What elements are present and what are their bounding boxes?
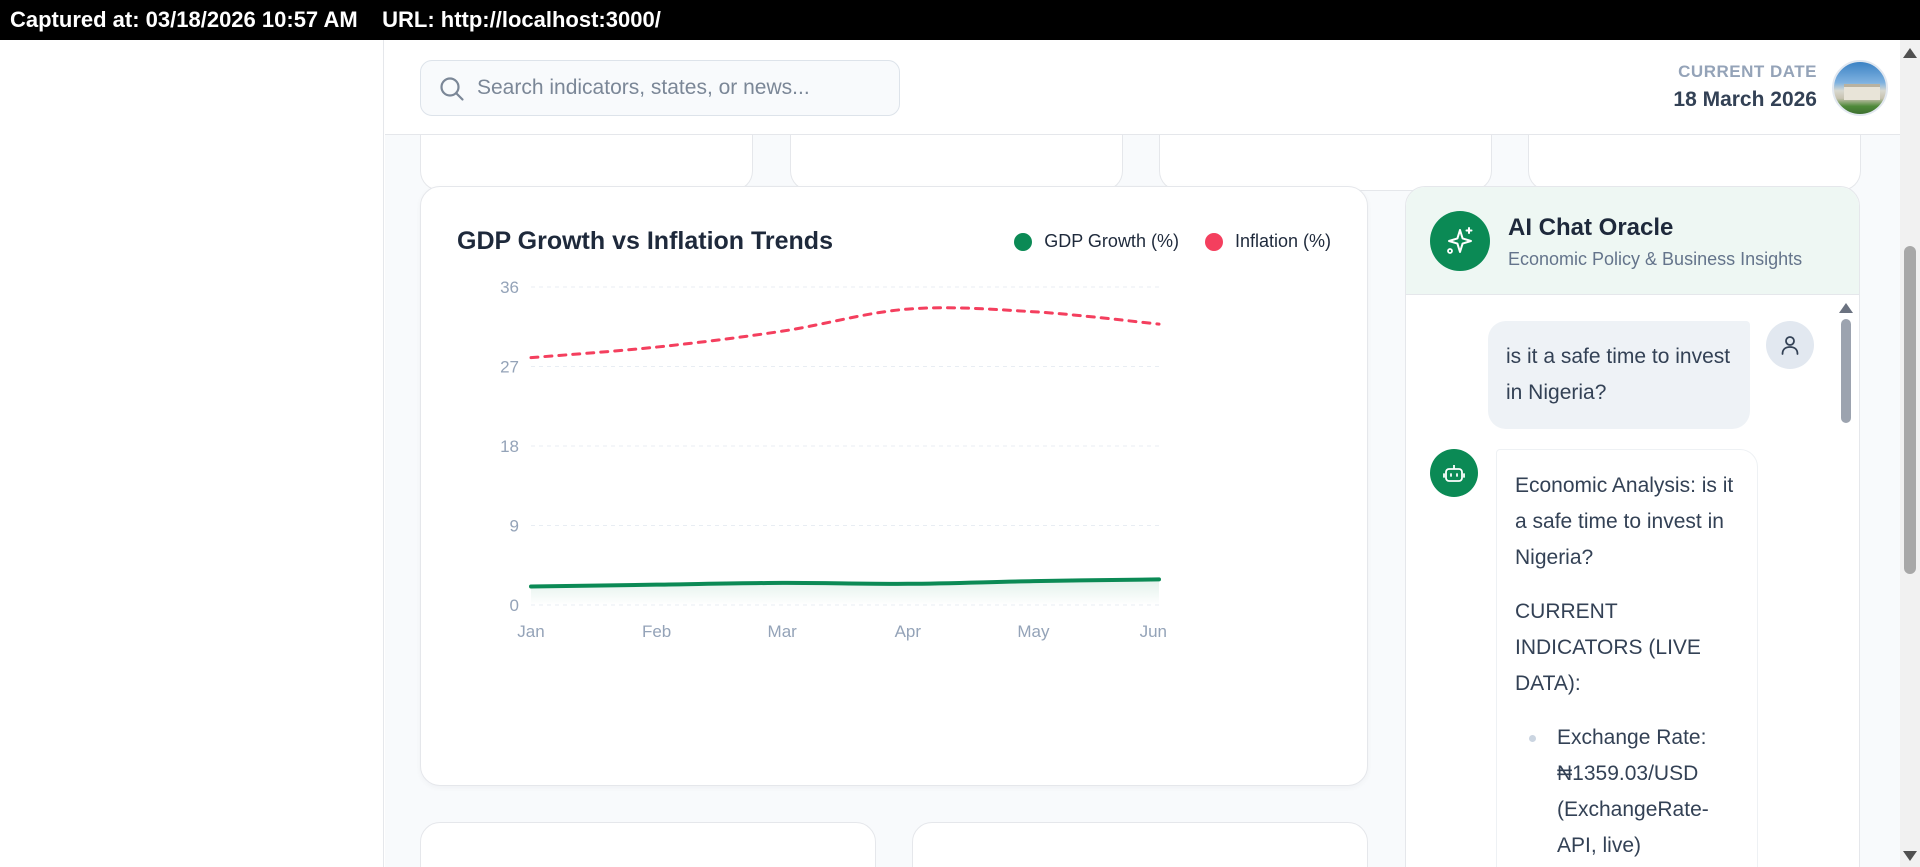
main-content: CURRENT DATE 18 March 2026 GDP Growth vs… [385, 40, 1900, 867]
legend-label-gdp: GDP Growth (%) [1044, 231, 1179, 251]
user-icon [1781, 336, 1799, 355]
capture-info-bar: Captured at: 03/18/2026 10:57 AM URL: ht… [0, 0, 1920, 40]
line-chart: 0 9 18 27 36 Jan Feb Mar Apr May Jun [500, 278, 1167, 641]
lower-card-partial [420, 822, 876, 867]
page-scrollbar[interactable] [1900, 40, 1920, 867]
legend-label-inflation: Inflation (%) [1234, 231, 1331, 251]
bot-message-heading: Economic Analysis: is it a safe time to … [1515, 474, 1734, 569]
search-box[interactable] [420, 60, 900, 116]
chat-title: AI Chat Oracle [1508, 214, 1674, 241]
x-tick-label: Apr [895, 622, 922, 641]
bot-avatar [1430, 449, 1478, 497]
y-tick-label: 18 [500, 437, 519, 456]
chart-legend: GDP Growth (%) Inflation (%) [988, 231, 1331, 252]
top-header: CURRENT DATE 18 March 2026 [385, 40, 1900, 135]
stat-card-partial [1159, 135, 1492, 191]
x-tick-label: May [1017, 622, 1050, 641]
page-scrollbar-thumb[interactable] [1904, 246, 1916, 574]
sidebar-area [0, 40, 384, 867]
lower-card-partial [912, 822, 1368, 867]
avatar-image [1844, 84, 1880, 100]
scroll-up-arrow-icon[interactable] [1839, 303, 1853, 313]
chart-title: GDP Growth vs Inflation Trends [457, 227, 833, 255]
chat-messages: is it a safe time to invest in Nigeria? [1406, 295, 1859, 867]
stat-card-partial [1528, 135, 1861, 191]
bot-message-list: Exchange Rate: ₦1359.03/USD (ExchangeRat… [1515, 720, 1739, 864]
legend-item-gdp: GDP Growth (%) [1014, 231, 1179, 252]
chat-scrollbar[interactable] [1839, 303, 1853, 867]
gdp-inflation-chart-card: GDP Growth vs Inflation Trends GDP Growt… [420, 186, 1368, 786]
user-message-bubble: is it a safe time to invest in Nigeria? [1488, 321, 1750, 429]
stat-card-partial [420, 135, 753, 191]
search-input[interactable] [477, 61, 887, 115]
legend-dot-gdp [1014, 232, 1033, 251]
current-date-block: CURRENT DATE 18 March 2026 [1673, 62, 1817, 112]
series-line-inflation [529, 306, 1161, 360]
legend-item-inflation: Inflation (%) [1204, 231, 1331, 252]
chat-logo [1430, 211, 1490, 271]
y-tick-label: 9 [510, 517, 519, 536]
current-date-value: 18 March 2026 [1673, 88, 1817, 111]
list-item: Exchange Rate: ₦1359.03/USD (ExchangeRat… [1515, 720, 1739, 864]
bot-message-section: CURRENT INDICATORS (LIVE DATA): [1515, 600, 1701, 695]
chat-subtitle: Economic Policy & Business Insights [1508, 249, 1803, 269]
x-tick-label: Jun [1140, 622, 1167, 641]
chat-header: AI Chat Oracle Economic Policy & Busines… [1406, 187, 1859, 295]
scroll-up-arrow-icon[interactable] [1903, 48, 1917, 58]
scroll-down-arrow-icon[interactable] [1903, 851, 1917, 861]
x-tick-label: Jan [517, 622, 544, 641]
x-tick-label: Mar [768, 622, 798, 641]
series-line-gdp [529, 577, 1161, 589]
y-tick-label: 36 [500, 278, 519, 297]
avatar[interactable] [1832, 60, 1888, 116]
chat-scrollbar-thumb[interactable] [1841, 319, 1851, 423]
current-date-label: CURRENT DATE [1678, 62, 1817, 81]
search-icon [440, 77, 464, 101]
y-tick-label: 27 [500, 358, 519, 377]
sparkles-icon [1447, 227, 1473, 254]
user-avatar [1766, 321, 1814, 369]
x-tick-label: Feb [642, 622, 671, 641]
bot-icon [1443, 465, 1465, 482]
y-tick-label: 0 [510, 596, 519, 615]
ai-chat-panel: AI Chat Oracle Economic Policy & Busines… [1405, 186, 1860, 867]
bot-message-bubble: Economic Analysis: is it a safe time to … [1496, 449, 1758, 867]
legend-dot-inflation [1204, 232, 1223, 251]
stat-card-partial [790, 135, 1123, 191]
